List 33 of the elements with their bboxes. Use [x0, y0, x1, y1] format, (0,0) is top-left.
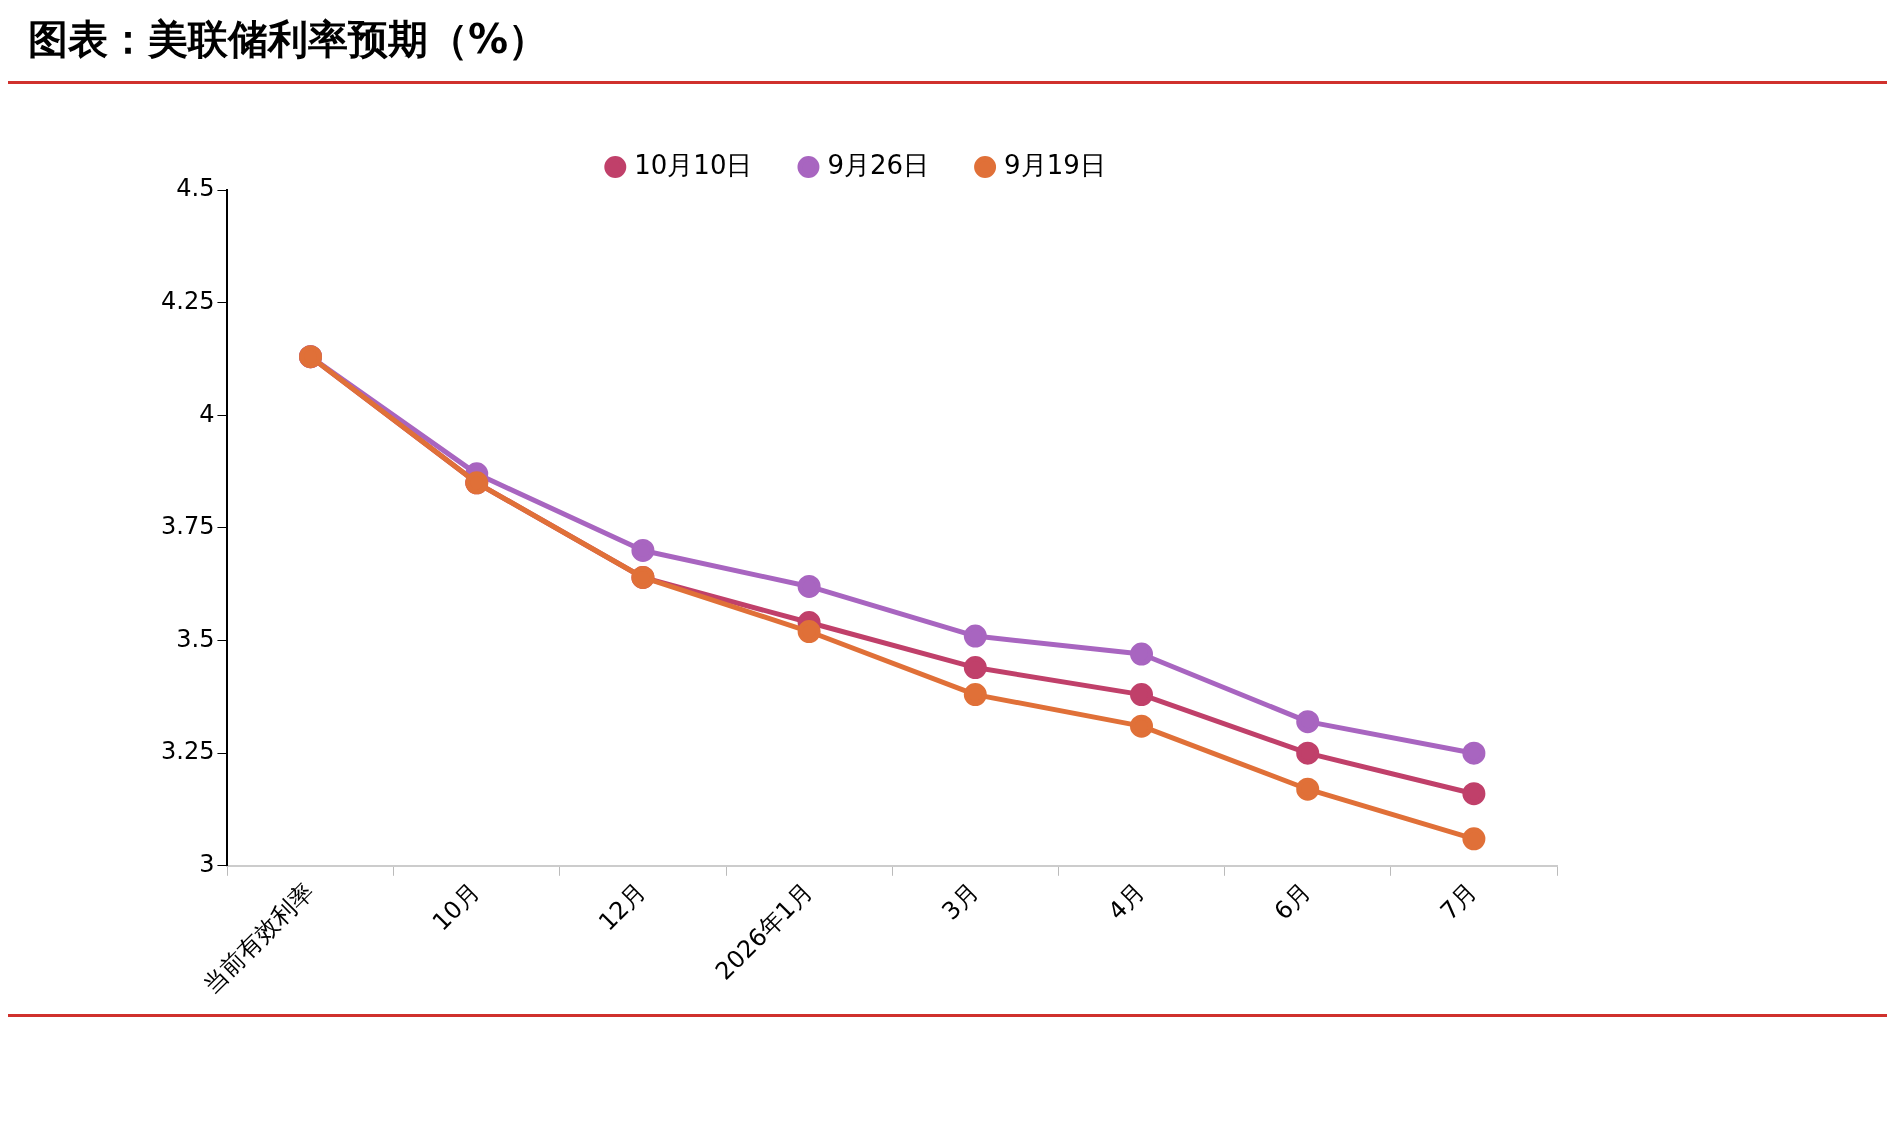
- chart-title: 图表：美联储利率预期（%）: [27, 15, 550, 64]
- point: [1296, 710, 1320, 734]
- point: [1130, 642, 1154, 666]
- x-tick-label: 4月: [1102, 877, 1151, 926]
- x-tick-label: 6月: [1268, 877, 1317, 926]
- point: [1462, 782, 1486, 806]
- y-tick-label: 3: [199, 850, 215, 879]
- y-tick-label: 4.5: [176, 174, 215, 203]
- point: [631, 538, 655, 562]
- y-tick-label: 3.25: [161, 737, 215, 766]
- y-tick-label: 4.25: [161, 286, 215, 315]
- y-tick-label: 4: [199, 399, 215, 428]
- point: [1296, 741, 1320, 765]
- point: [1296, 777, 1320, 801]
- x-tick-label: 3月: [936, 877, 984, 926]
- point: [1130, 714, 1154, 738]
- x-tick-label: 10月: [427, 877, 486, 937]
- y-tick-label: 3.75: [161, 512, 215, 541]
- legend-label: 9月19日: [1004, 149, 1106, 180]
- point: [797, 620, 821, 644]
- point: [797, 574, 821, 598]
- point: [963, 656, 987, 680]
- x-tick-label: 12月: [593, 877, 652, 937]
- point: [1462, 827, 1486, 851]
- point: [963, 624, 987, 648]
- x-tick-label: 当前有效利率: [197, 877, 320, 1000]
- point: [963, 683, 987, 707]
- legend-label: 9月26日: [827, 149, 930, 180]
- point: [1130, 683, 1154, 707]
- legend-label: 10月10日: [634, 149, 753, 180]
- x-tick-label: 7月: [1434, 877, 1483, 926]
- point: [1462, 741, 1486, 765]
- y-tick-label: 3.5: [176, 624, 215, 653]
